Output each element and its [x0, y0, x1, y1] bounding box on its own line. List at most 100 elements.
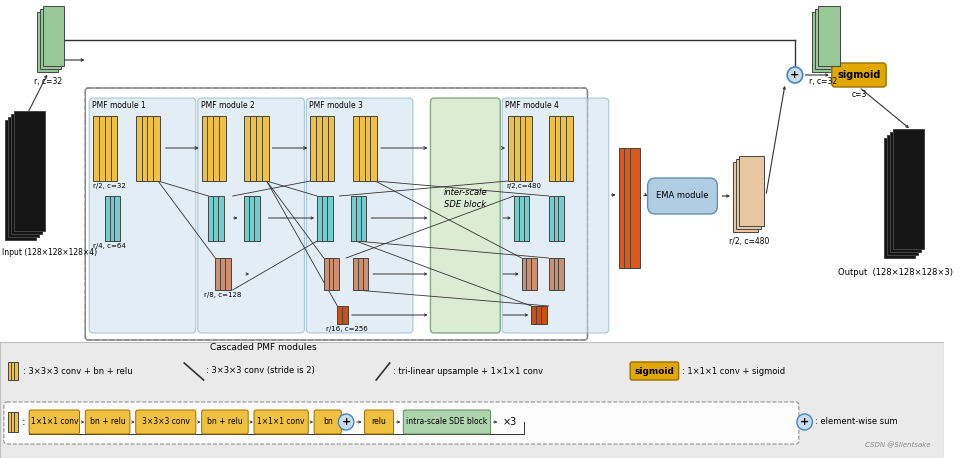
FancyBboxPatch shape — [215, 258, 221, 290]
FancyBboxPatch shape — [548, 196, 554, 241]
FancyBboxPatch shape — [262, 116, 269, 181]
FancyBboxPatch shape — [254, 410, 309, 434]
FancyBboxPatch shape — [321, 196, 327, 241]
Text: : element-wise sum: : element-wise sum — [815, 418, 898, 426]
Text: CSDN @Slientsake: CSDN @Slientsake — [865, 442, 931, 448]
Text: : 1×1×1 conv + sigmoid: : 1×1×1 conv + sigmoid — [682, 366, 785, 376]
FancyBboxPatch shape — [198, 98, 305, 333]
FancyBboxPatch shape — [812, 12, 834, 72]
FancyBboxPatch shape — [147, 116, 154, 181]
FancyBboxPatch shape — [86, 410, 130, 434]
Circle shape — [338, 414, 354, 430]
FancyBboxPatch shape — [890, 132, 921, 252]
FancyBboxPatch shape — [548, 116, 555, 181]
FancyBboxPatch shape — [648, 178, 718, 214]
FancyBboxPatch shape — [738, 156, 764, 226]
FancyBboxPatch shape — [519, 116, 526, 181]
FancyBboxPatch shape — [90, 98, 196, 333]
FancyBboxPatch shape — [0, 342, 944, 458]
FancyBboxPatch shape — [554, 116, 561, 181]
FancyBboxPatch shape — [207, 116, 214, 181]
FancyBboxPatch shape — [326, 196, 332, 241]
FancyBboxPatch shape — [508, 116, 515, 181]
Circle shape — [797, 414, 812, 430]
FancyBboxPatch shape — [8, 117, 39, 237]
FancyBboxPatch shape — [514, 196, 519, 241]
FancyBboxPatch shape — [357, 258, 363, 290]
FancyBboxPatch shape — [104, 196, 110, 241]
FancyBboxPatch shape — [503, 98, 609, 333]
FancyBboxPatch shape — [566, 116, 573, 181]
FancyBboxPatch shape — [11, 114, 42, 234]
Text: +: + — [790, 70, 800, 80]
FancyBboxPatch shape — [11, 362, 16, 380]
FancyBboxPatch shape — [37, 12, 58, 72]
FancyBboxPatch shape — [256, 116, 263, 181]
Text: relu: relu — [372, 418, 387, 426]
Text: r/2, c=32: r/2, c=32 — [94, 183, 126, 189]
Text: r/2,c=480: r/2,c=480 — [506, 183, 541, 189]
FancyBboxPatch shape — [135, 410, 196, 434]
FancyBboxPatch shape — [364, 116, 371, 181]
Circle shape — [787, 67, 803, 83]
FancyBboxPatch shape — [353, 258, 358, 290]
FancyBboxPatch shape — [333, 258, 339, 290]
Text: +: + — [342, 417, 351, 427]
Text: sigmoid: sigmoid — [838, 70, 880, 80]
FancyBboxPatch shape — [553, 258, 559, 290]
FancyBboxPatch shape — [364, 410, 393, 434]
FancyBboxPatch shape — [254, 196, 260, 241]
FancyBboxPatch shape — [135, 116, 142, 181]
FancyBboxPatch shape — [548, 258, 554, 290]
FancyBboxPatch shape — [109, 196, 115, 241]
FancyBboxPatch shape — [99, 116, 105, 181]
Text: PMF module 2: PMF module 2 — [201, 101, 254, 110]
FancyBboxPatch shape — [110, 116, 117, 181]
FancyBboxPatch shape — [531, 306, 537, 324]
FancyBboxPatch shape — [311, 116, 317, 181]
FancyBboxPatch shape — [815, 9, 837, 69]
FancyBboxPatch shape — [514, 116, 520, 181]
Text: inter-scale: inter-scale — [443, 188, 487, 197]
FancyBboxPatch shape — [553, 196, 559, 241]
FancyBboxPatch shape — [360, 196, 366, 241]
FancyBboxPatch shape — [832, 63, 886, 87]
FancyBboxPatch shape — [11, 412, 16, 432]
FancyBboxPatch shape — [403, 410, 491, 434]
FancyBboxPatch shape — [337, 306, 343, 324]
Text: intra-scale SDE block: intra-scale SDE block — [406, 418, 488, 426]
FancyBboxPatch shape — [220, 258, 226, 290]
FancyBboxPatch shape — [735, 159, 761, 229]
Text: : tri-linear upsample + 1×1×1 conv: : tri-linear upsample + 1×1×1 conv — [393, 366, 543, 376]
FancyBboxPatch shape — [624, 148, 634, 268]
FancyBboxPatch shape — [618, 148, 628, 268]
Text: Output  (128×128×128×3): Output (128×128×128×3) — [838, 268, 953, 277]
FancyBboxPatch shape — [342, 306, 348, 324]
Text: 3×3×3 conv: 3×3×3 conv — [142, 418, 190, 426]
FancyBboxPatch shape — [358, 116, 365, 181]
FancyBboxPatch shape — [104, 116, 111, 181]
FancyBboxPatch shape — [328, 258, 334, 290]
FancyBboxPatch shape — [307, 98, 413, 333]
FancyBboxPatch shape — [225, 258, 231, 290]
Text: r/4, c=64: r/4, c=64 — [94, 243, 126, 249]
FancyBboxPatch shape — [244, 196, 250, 241]
FancyBboxPatch shape — [560, 116, 567, 181]
Text: 1×1×1 conv: 1×1×1 conv — [30, 418, 78, 426]
FancyBboxPatch shape — [523, 196, 529, 241]
Text: bn + relu: bn + relu — [207, 418, 243, 426]
FancyBboxPatch shape — [526, 258, 532, 290]
FancyBboxPatch shape — [202, 410, 248, 434]
FancyBboxPatch shape — [40, 9, 61, 69]
FancyBboxPatch shape — [4, 402, 799, 444]
FancyBboxPatch shape — [818, 6, 840, 66]
Text: ×3: ×3 — [503, 417, 516, 427]
Text: PMF module 4: PMF module 4 — [506, 101, 559, 110]
Text: Cascaded PMF modules: Cascaded PMF modules — [210, 343, 317, 352]
FancyBboxPatch shape — [541, 306, 546, 324]
FancyBboxPatch shape — [213, 196, 219, 241]
Text: r, c=32: r, c=32 — [809, 77, 838, 86]
FancyBboxPatch shape — [141, 116, 148, 181]
FancyBboxPatch shape — [5, 120, 36, 240]
FancyBboxPatch shape — [114, 196, 120, 241]
